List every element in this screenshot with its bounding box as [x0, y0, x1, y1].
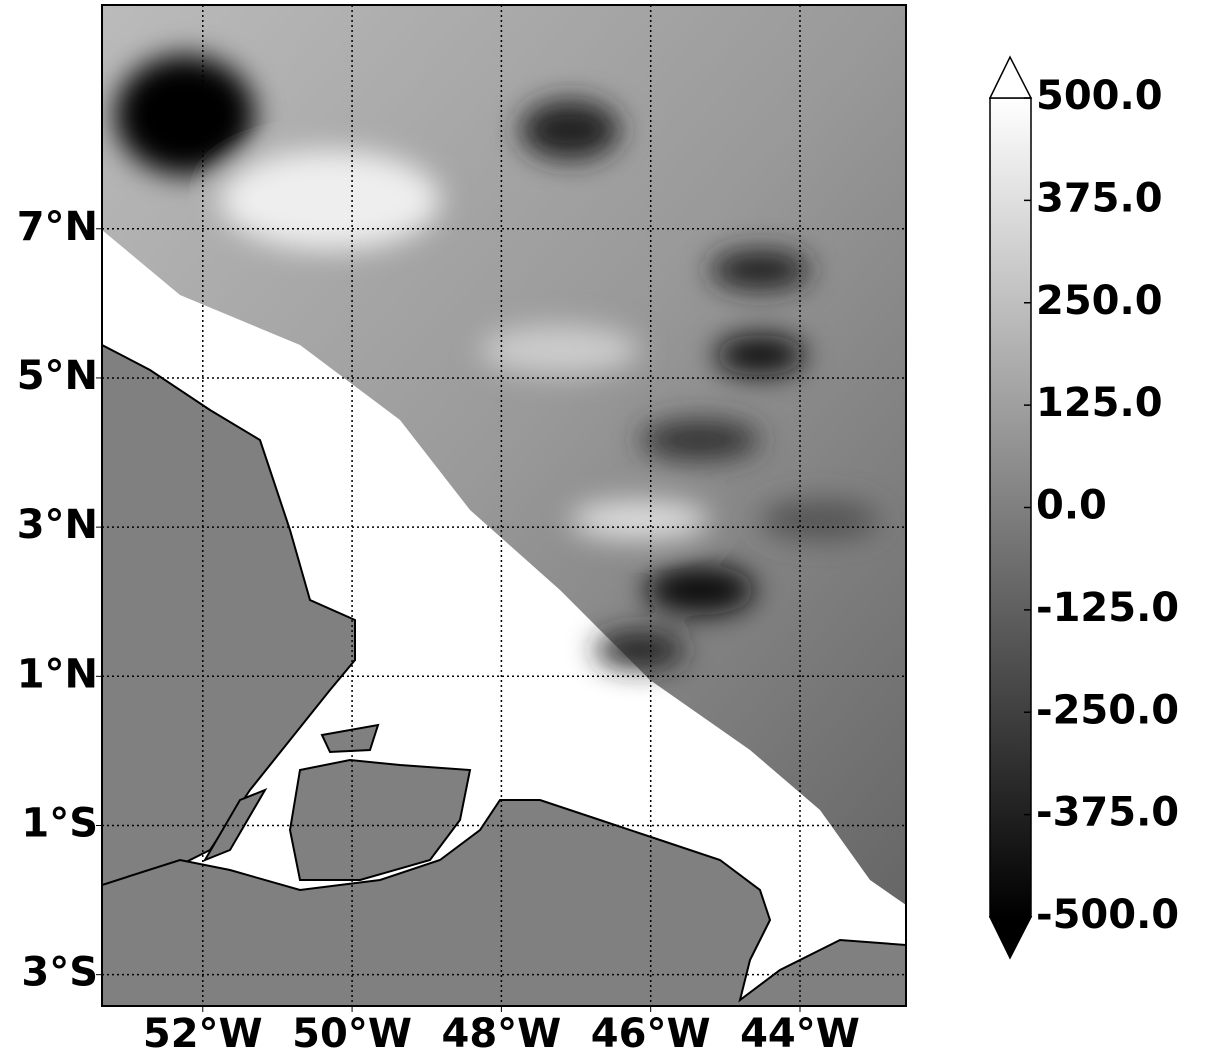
- y-tick-label: 3°S: [21, 950, 98, 996]
- y-tick-label: 5°N: [17, 353, 98, 399]
- colorbar-tick-label: -375.0: [1036, 790, 1179, 836]
- colorbar-extend-max: [988, 55, 1033, 99]
- x-tick-label: 46°W: [591, 1011, 711, 1056]
- y-tick-label: 3°N: [17, 502, 98, 548]
- colorbar-tick-label: -500.0: [1036, 892, 1179, 938]
- axes-frame: [101, 4, 907, 1007]
- colorbar-tick-label: -125.0: [1036, 585, 1179, 631]
- colorbar-tick-label: 250.0: [1036, 278, 1163, 324]
- colorbar-tick-label: 375.0: [1036, 175, 1163, 221]
- y-tick-label: 1°S: [21, 800, 98, 846]
- x-tick-label: 44°W: [740, 1011, 860, 1056]
- map-field: [102, 5, 906, 1006]
- colorbar-tick-label: 500.0: [1036, 73, 1163, 119]
- y-tick-label: 7°N: [17, 204, 98, 250]
- grid: [102, 5, 906, 1006]
- colorbar-tick-label: 125.0: [1036, 380, 1163, 426]
- x-tick-label: 50°W: [292, 1011, 412, 1056]
- x-tick-label: 48°W: [441, 1011, 561, 1056]
- colorbar-extend-min: [988, 916, 1033, 960]
- colorbar-tick-label: 0.0: [1036, 483, 1107, 529]
- x-tick-label: 52°W: [143, 1011, 263, 1056]
- colorbar-tick-label: -250.0: [1036, 687, 1179, 733]
- y-tick-label: 1°N: [17, 651, 98, 697]
